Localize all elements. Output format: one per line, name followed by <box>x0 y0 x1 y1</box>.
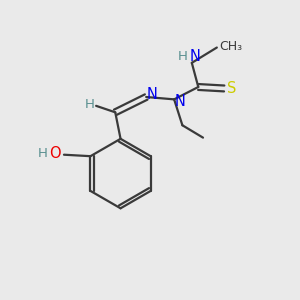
Text: N: N <box>147 87 158 102</box>
Text: H: H <box>38 147 48 160</box>
Text: N: N <box>175 94 185 109</box>
Text: H: H <box>178 50 188 63</box>
Text: H: H <box>85 98 94 111</box>
Text: S: S <box>227 81 236 96</box>
Text: CH₃: CH₃ <box>219 40 242 52</box>
Text: N: N <box>189 49 200 64</box>
Text: O: O <box>49 146 61 161</box>
